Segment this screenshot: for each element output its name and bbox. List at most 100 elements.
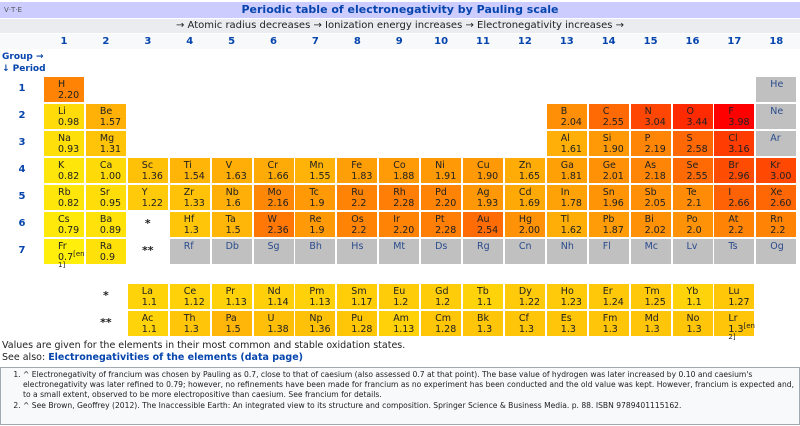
element-cell: Eu 1.2 [378,283,421,310]
element-value: 2.20 [435,198,461,209]
element-cell: Yb 1.1 [671,283,714,310]
period-label: ↓ Period [2,64,46,74]
element-cell: Fl [587,238,630,265]
element-value: 1.22 [519,297,545,308]
element-symbol: Cu [477,160,490,171]
element-symbol: Bh [309,241,322,252]
group-number: 9 [395,36,403,47]
element-value: 1.83 [351,171,377,182]
value-text: 3.98 [728,117,750,128]
value-text: 1.9 [309,198,325,209]
element-cell: Tl 1.62 [545,211,588,238]
element-value: 2.20 [393,225,419,236]
element-cell: W 2.36 [252,211,295,238]
element-cell: Es 1.3 [545,310,588,337]
element-cell: Ca 1.00 [84,157,127,184]
element-value: 1.27 [728,297,754,308]
value-text: 3.16 [728,144,750,155]
see-also-link[interactable]: Electronegativities of the elements (dat… [48,352,304,363]
element-symbol: Sn [602,187,615,198]
element-value: 1.90 [477,171,503,182]
element-cell: Db [210,238,253,265]
value-text: 0.95 [99,198,122,209]
element-symbol: Rb [58,187,71,198]
element-cell: Co 1.88 [378,157,421,184]
element-cell: Si 1.90 [587,130,630,157]
element-symbol: Al [560,133,570,144]
element-value: 2.2 [351,198,377,209]
period-number: 2 [18,110,26,121]
group-number: 7 [311,36,319,47]
value-text: 0.9 [99,252,115,263]
element-symbol: Pm [309,286,325,297]
element-value: 1.14 [268,297,294,308]
element-cell: Sm 1.17 [336,283,379,310]
vte-links[interactable]: V·T·E [4,6,22,14]
element-symbol: Ra [99,241,113,252]
element-symbol: Mg [99,133,115,144]
element-symbol: U [267,313,275,324]
period-number: 6 [18,218,26,229]
element-value: 1.1 [477,297,503,308]
value-text: 1.1 [686,297,702,308]
element-cell: H 2.20 [43,76,85,103]
element-cell: Ho 1.23 [545,283,588,310]
element-symbol: Th [183,313,196,324]
value-text: 1.38 [267,324,289,335]
element-cell: Mc [629,238,672,265]
element-symbol: Os [351,214,364,225]
element-symbol: V [225,160,233,171]
group-number: 12 [517,36,532,47]
element-cell: Gd 1.2 [420,283,463,310]
value-text: 3.04 [644,117,666,128]
element-cell: P 2.19 [629,130,672,157]
element-value: 1.38 [268,324,294,335]
element-cell: Mn 1.55 [294,157,337,184]
element-value: 1.93 [477,198,503,209]
element-cell: La 1.1 [126,283,169,310]
element-symbol: He [770,79,784,90]
element-symbol: Au [477,214,490,225]
value-text: 2.2 [351,225,367,236]
element-value: 2.00 [519,225,545,236]
element-symbol: La [141,286,153,297]
element-symbol: Rg [477,241,490,252]
value-text: 2.1 [686,198,702,209]
value-text: 2.36 [267,225,289,236]
element-value: 1.24 [603,297,629,308]
value-text: 2.18 [644,171,666,182]
element-cell: Li 0.98 [43,103,85,130]
element-value: 2.36 [268,225,294,236]
group-number: 13 [559,36,574,47]
value-text: 1.5 [225,225,241,236]
element-symbol: Cm [435,313,451,324]
group-number: 18 [769,36,784,47]
value-text: 1.1 [477,297,493,308]
element-cell: I 2.66 [713,184,756,211]
element-value: 1.33 [184,198,210,209]
element-cell: O 3.44 [671,103,714,130]
element-cell: F 3.98 [713,103,756,130]
value-text: 3.00 [770,171,792,182]
element-symbol: S [686,133,693,144]
element-symbol: Rh [393,187,406,198]
value-text: 1.28 [435,324,457,335]
element-value: 1.66 [268,171,294,182]
element-symbol: Eu [393,286,406,297]
element-value: 2.02 [645,225,671,236]
element-cell: Be 1.57 [84,103,127,130]
footnote-ref[interactable]: [en 2] [728,321,755,341]
value-text: 1.12 [183,297,205,308]
element-symbol: K [58,160,65,171]
value-text: 1.00 [99,171,122,182]
group-label: Group → [2,52,44,62]
element-value: 2.28 [393,198,419,209]
element-symbol: Pr [225,286,236,297]
footnote-ref[interactable]: [en 1] [58,249,85,269]
element-value: 2.55 [603,117,629,128]
element-value: 2.2 [770,225,796,236]
element-value: 0.79 [58,225,84,236]
element-cell: Nb 1.6 [210,184,253,211]
element-cell: Bh [294,238,337,265]
element-symbol: No [686,313,700,324]
